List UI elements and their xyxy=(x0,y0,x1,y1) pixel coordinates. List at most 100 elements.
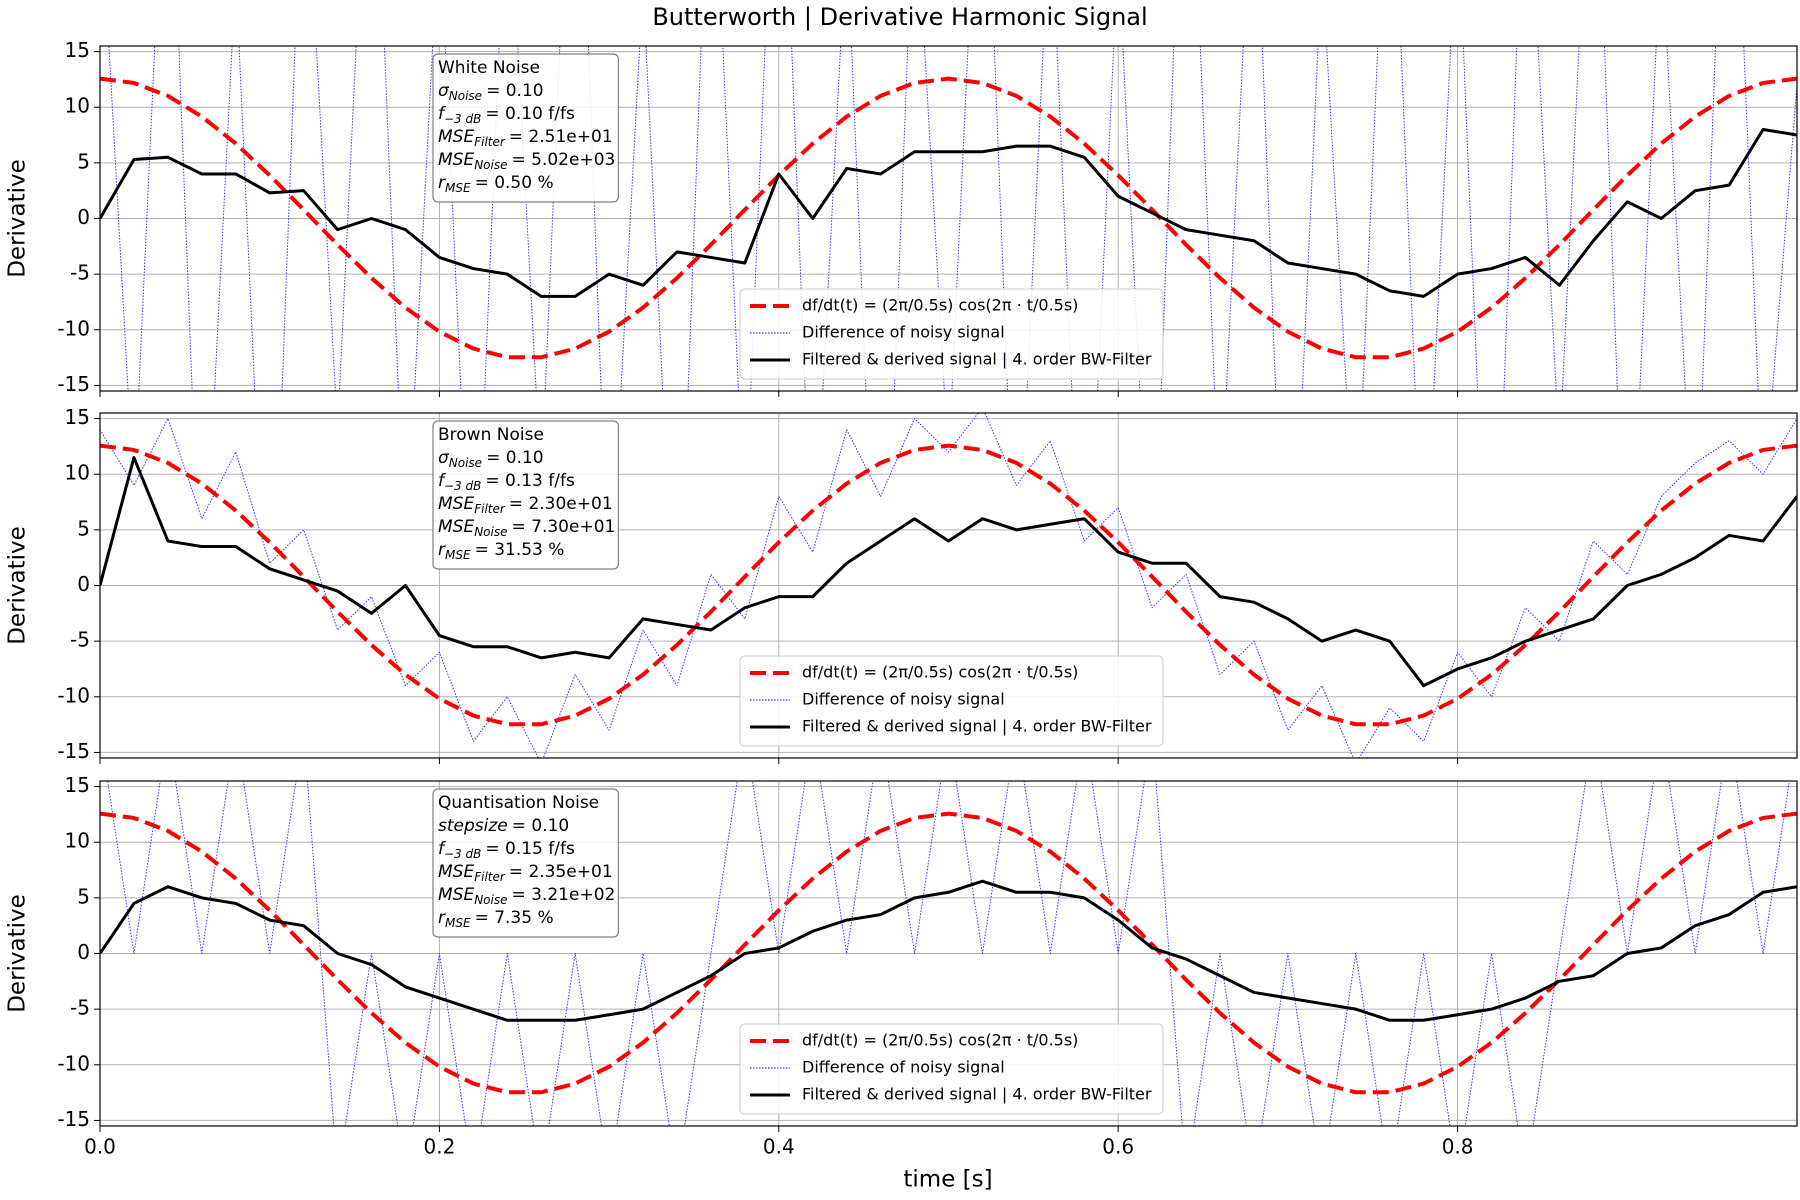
y-tick-label: 0 xyxy=(77,940,90,964)
legend-box xyxy=(739,1023,1164,1115)
annotation-text: = 2.30e+01 xyxy=(509,494,613,514)
annotation-text: = 0.50 % xyxy=(475,173,554,193)
annotation-text: = 5.02e+03 xyxy=(512,150,616,170)
legend: df/dt(t) = (2π/0.5s) cos(2π · t/0.5s) Dif… xyxy=(739,1023,1164,1115)
annotation-box xyxy=(432,788,619,938)
legend-label: df/dt(t) = (2π/0.5s) cos(2π · t/0.5s) xyxy=(802,1031,1078,1050)
annotation-text: = 2.35e+01 xyxy=(509,862,613,882)
annotation-text: = 7.30e+01 xyxy=(512,517,616,537)
annotation-symbol: stepsize xyxy=(438,816,508,836)
y-tick-label: -15 xyxy=(57,372,90,396)
series-line xyxy=(100,413,1797,758)
y-tick-label: 15 xyxy=(65,773,90,797)
annotation-subscript: Noise xyxy=(474,525,507,539)
annotation-subscript: −3 dB xyxy=(444,479,481,493)
series-line xyxy=(100,76,1797,360)
annotation-symbol: MSE xyxy=(438,885,474,905)
y-tick-label: 15 xyxy=(65,38,90,62)
series-line xyxy=(100,811,1797,1095)
legend: df/dt(t) = (2π/0.5s) cos(2π · t/0.5s) Dif… xyxy=(739,655,1164,747)
y-tick-label: 15 xyxy=(65,405,90,429)
legend-label: Filtered & derived signal | 4. order BW-… xyxy=(802,717,1152,736)
annotation-text: = 0.10 xyxy=(512,816,570,836)
x-axis-label: time [s] xyxy=(903,1167,992,1193)
annotation-subscript: Filter xyxy=(474,870,506,884)
y-tick-label: 5 xyxy=(77,516,90,540)
x-tick-label: 0.2 xyxy=(423,1135,455,1159)
annotation-line: f−3 dB = 0.13 f/fs xyxy=(438,471,575,493)
annotation-text: = 2.51e+01 xyxy=(509,127,613,147)
annotation-subscript: Filter xyxy=(474,502,506,516)
y-tick-label: -5 xyxy=(70,261,90,285)
annotation-text: = 7.35 % xyxy=(475,908,554,928)
annotation-symbol: r xyxy=(438,540,446,560)
annotation-text: = 0.10 xyxy=(486,81,544,101)
legend-box xyxy=(739,288,1164,380)
annotation-line: stepsize = 0.10 xyxy=(438,816,569,836)
annotation-subscript: Noise xyxy=(474,158,507,172)
legend-label: Filtered & derived signal | 4. order BW-… xyxy=(802,350,1152,369)
y-tick-label: -10 xyxy=(57,683,90,707)
annotation-line: rMSE = 31.53 % xyxy=(438,540,564,562)
y-tick-label: 10 xyxy=(65,461,90,485)
series-line xyxy=(100,456,1797,688)
legend-label: Difference of noisy signal xyxy=(802,1058,1005,1077)
y-axis-label: Derivative xyxy=(5,526,31,645)
legend-label: df/dt(t) = (2π/0.5s) cos(2π · t/0.5s) xyxy=(802,296,1078,315)
legend-label: df/dt(t) = (2π/0.5s) cos(2π · t/0.5s) xyxy=(802,663,1078,682)
legend-box xyxy=(739,655,1164,747)
annotation-subscript: Noise xyxy=(449,456,482,470)
series-line xyxy=(100,443,1797,727)
annotation-line: MSEFilter = 2.35e+01 xyxy=(438,862,613,884)
annotation-symbol: MSE xyxy=(438,494,474,514)
series-line xyxy=(107,781,1790,1126)
series-line xyxy=(108,46,1797,391)
annotation-symbol: σ xyxy=(438,81,450,101)
annotation-symbol: f xyxy=(438,471,447,491)
axes-frame xyxy=(99,412,1798,759)
annotation-line: White Noise xyxy=(438,58,540,78)
legend-label: Filtered & derived signal | 4. order BW-… xyxy=(802,1085,1152,1104)
legend-label: Difference of noisy signal xyxy=(802,323,1005,342)
annotation-symbol: f xyxy=(438,839,447,859)
annotation-text: = 0.10 xyxy=(486,448,544,468)
annotation-subscript: −3 dB xyxy=(444,112,481,126)
y-tick-label: 0 xyxy=(77,572,90,596)
axes-frame xyxy=(99,45,1798,392)
annotation-text: = 0.15 f/fs xyxy=(485,839,575,859)
annotation-line: MSEFilter = 2.30e+01 xyxy=(438,494,613,516)
annotation-subscript: Noise xyxy=(474,893,507,907)
annotation-symbol: r xyxy=(438,173,446,193)
annotation-box xyxy=(432,53,619,203)
annotation-line: f−3 dB = 0.15 f/fs xyxy=(438,839,575,861)
annotation-symbol: MSE xyxy=(438,862,474,882)
series-group xyxy=(100,781,1797,1126)
axes-frame xyxy=(99,780,1798,1127)
y-axis-label: Derivative xyxy=(5,894,31,1013)
y-tick-label: -5 xyxy=(70,996,90,1020)
y-tick-label: 5 xyxy=(77,884,90,908)
annotation-text: White Noise xyxy=(438,58,540,78)
annotation-symbol: MSE xyxy=(438,150,474,170)
annotation-text: Quantisation Noise xyxy=(438,793,599,813)
y-axis-label: Derivative xyxy=(5,159,31,278)
annotation-symbol: MSE xyxy=(438,517,474,537)
annotation-subscript: MSE xyxy=(445,181,471,195)
y-tick-label: 10 xyxy=(65,829,90,853)
annotation-symbol: r xyxy=(438,908,446,928)
x-tick-label: 0.0 xyxy=(84,1135,116,1159)
y-tick-label: 5 xyxy=(77,149,90,173)
annotation-box xyxy=(432,420,619,570)
annotation-line: rMSE = 0.50 % xyxy=(438,173,554,195)
y-tick-label: -10 xyxy=(57,316,90,340)
annotation-line: σNoise = 0.10 xyxy=(438,448,544,470)
y-tick-label: -5 xyxy=(70,628,90,652)
annotation-line: Brown Noise xyxy=(438,425,544,445)
annotation-subscript: MSE xyxy=(445,548,471,562)
annotation-line: MSENoise = 7.30e+01 xyxy=(438,517,615,539)
annotation-subscript: Filter xyxy=(474,135,506,149)
x-tick-label: 0.4 xyxy=(763,1135,795,1159)
annotation-text: = 31.53 % xyxy=(475,540,565,560)
